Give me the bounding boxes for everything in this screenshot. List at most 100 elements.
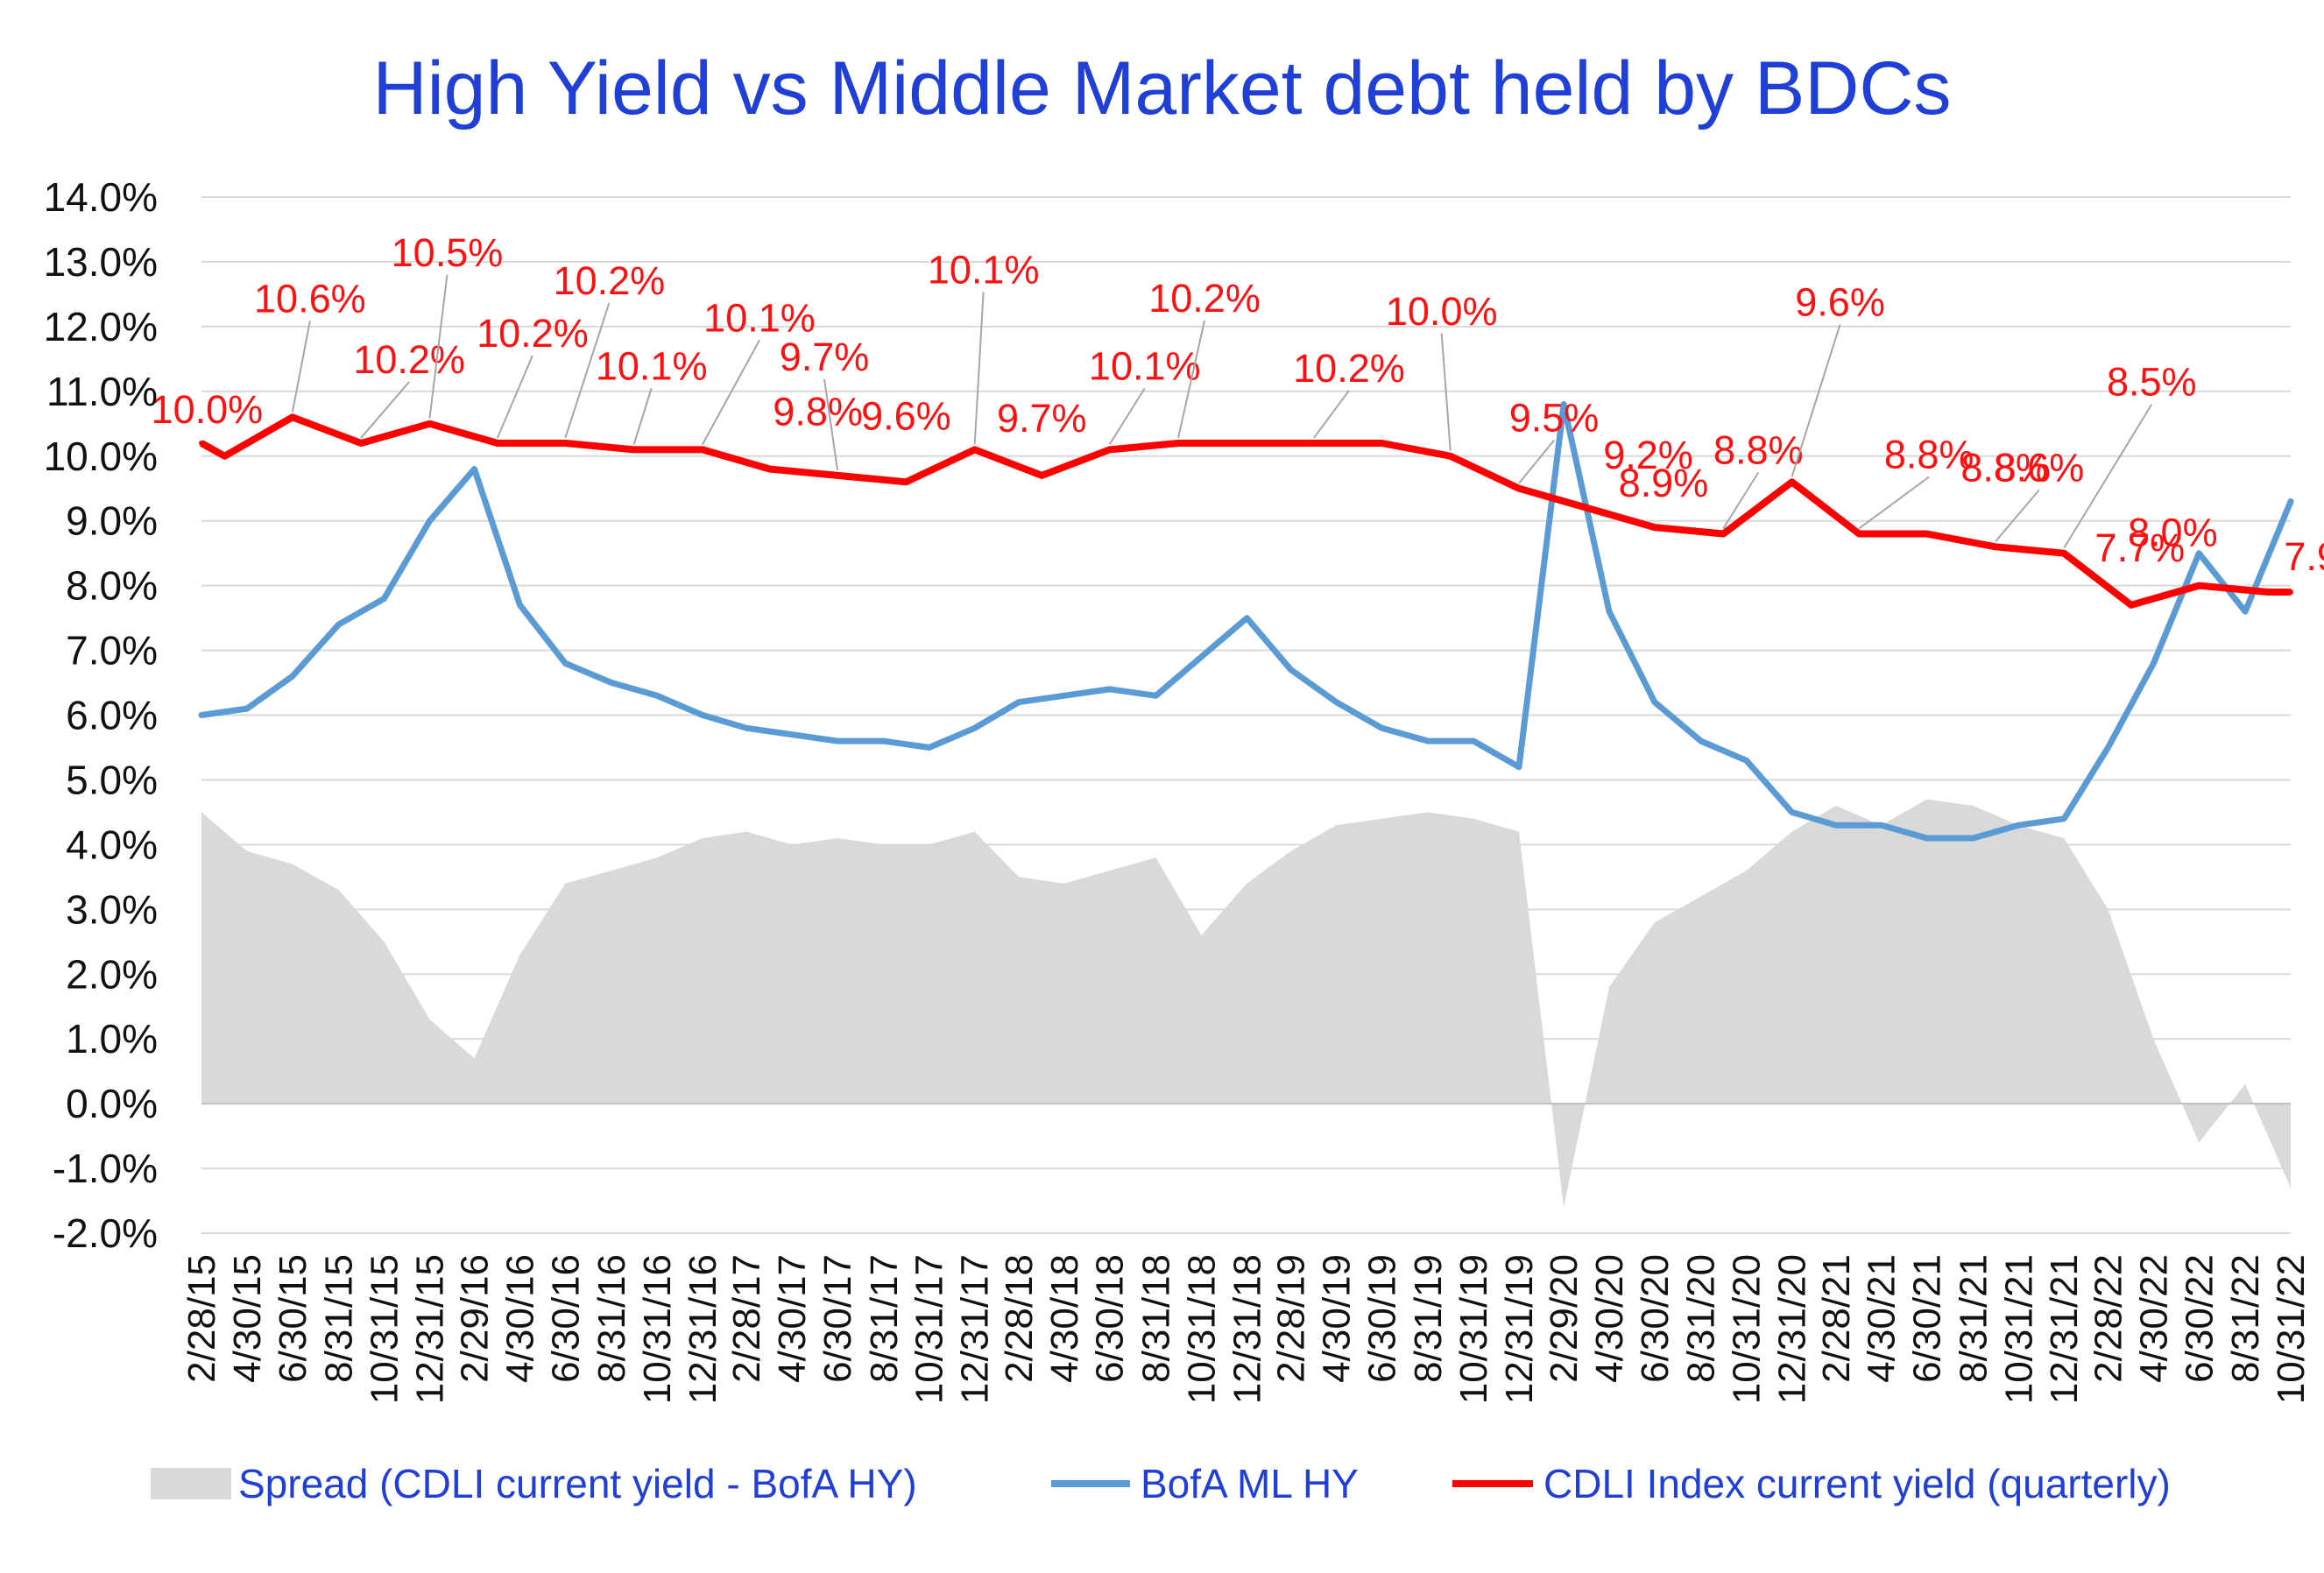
label-leader-line xyxy=(1108,387,1146,445)
bofa-hy-point xyxy=(1833,822,1839,829)
legend-label-spread: Spread (CDLI current yield - BofA HY) xyxy=(238,1461,917,1506)
data-label: 8.0% xyxy=(2128,511,2218,555)
cdli-point xyxy=(199,440,204,446)
x-tick-label: 10/31/19 xyxy=(1452,1254,1495,1404)
spread-point xyxy=(1835,805,1837,807)
label-leader-line xyxy=(1440,333,1452,451)
spread-point xyxy=(2152,1038,2154,1040)
spread-point xyxy=(474,1057,476,1059)
data-label: 8.8% xyxy=(1884,432,1974,476)
data-label: 10.1% xyxy=(1089,343,1201,388)
bofa-hy-point xyxy=(562,660,569,667)
data-label: 10.1% xyxy=(596,343,708,388)
cdli-point xyxy=(2288,589,2293,596)
data-label: 10.0% xyxy=(152,387,264,432)
label-leader-line xyxy=(1791,324,1841,477)
spread-point xyxy=(702,837,703,839)
x-tick-label: 6/30/20 xyxy=(1634,1254,1677,1383)
label-leader-line xyxy=(1858,476,1930,530)
bofa-hy-point xyxy=(971,725,978,731)
x-tick-label: 10/31/15 xyxy=(364,1254,406,1404)
cdli-point xyxy=(2196,582,2202,589)
x-tick-label: 6/30/22 xyxy=(2178,1254,2221,1383)
data-label: 8.5% xyxy=(2107,360,2197,405)
bofa-hy-point xyxy=(381,596,387,602)
cdli-point xyxy=(2061,550,2067,556)
bofa-hy-point xyxy=(2288,498,2293,504)
label-leader-line xyxy=(1518,440,1555,484)
data-label: 10.2% xyxy=(1148,276,1261,321)
bofa-hy-point xyxy=(1425,738,1431,744)
bofa-hy-point xyxy=(427,518,433,524)
label-leader-line xyxy=(702,339,760,445)
cdli-point xyxy=(1379,440,1385,446)
label-leader-line xyxy=(632,388,653,445)
x-tick-label: 8/31/16 xyxy=(590,1254,633,1383)
y-tick-label: 1.0% xyxy=(66,1016,158,1062)
spread-point xyxy=(1109,870,1111,871)
bofa-hy-point xyxy=(1924,835,1930,841)
spread-point xyxy=(1746,870,1748,871)
bofa-hy-point xyxy=(1333,699,1339,705)
legend-label-hy: BofA ML HY xyxy=(1141,1461,1359,1506)
y-tick-label: 12.0% xyxy=(44,304,158,349)
spread-point xyxy=(1700,896,1702,898)
y-tick-label: 6.0% xyxy=(66,693,158,738)
x-tick-label: 12/31/21 xyxy=(2043,1254,2086,1404)
cdli-point xyxy=(1039,472,1045,478)
spread-point xyxy=(1926,799,1928,801)
data-labels: 10.0%10.6%10.2%10.5%10.2%10.2%10.1%10.1%… xyxy=(152,230,2324,579)
spread-point xyxy=(1381,818,1382,820)
x-tick-label: 2/28/21 xyxy=(1815,1254,1858,1383)
label-leader-line xyxy=(1177,320,1206,439)
data-label: 8.6% xyxy=(1995,445,2085,490)
x-tick-label: 2/29/16 xyxy=(454,1254,497,1383)
legend: Spread (CDLI current yield - BofA HY) Bof… xyxy=(151,1461,2171,1506)
data-label: 10.1% xyxy=(703,295,816,340)
spread-point xyxy=(2244,1083,2246,1085)
cdli-point xyxy=(1584,504,1590,511)
x-tick-label: 4/30/20 xyxy=(1588,1254,1631,1383)
x-tick-label: 8/31/15 xyxy=(318,1254,361,1383)
spread-point xyxy=(564,883,566,885)
cdli-point xyxy=(1992,544,1998,550)
cdli-point xyxy=(1244,440,1250,446)
spread-point xyxy=(2107,908,2109,910)
bofa-hy-point xyxy=(2105,744,2111,751)
y-axis-ticks: 14.0% 13.0% 12.0% 11.0% 10.0% 9.0% 8.0% 7.0% 6.0… xyxy=(44,174,158,1256)
x-tick-label: 12/31/17 xyxy=(954,1254,997,1404)
cdli-point xyxy=(631,447,637,453)
cdli-point xyxy=(2264,589,2271,596)
bofa-hy-point xyxy=(1288,667,1294,673)
data-label: 8.8% xyxy=(1960,445,2051,490)
spread-point xyxy=(246,850,248,852)
cdli-point xyxy=(1516,485,1522,491)
x-tick-label: 6/30/18 xyxy=(1089,1254,1132,1383)
bofa-hy-point xyxy=(2061,815,2067,822)
x-tick-label: 8/31/17 xyxy=(863,1254,906,1383)
label-leader-line xyxy=(496,355,533,439)
y-tick-label: 5.0% xyxy=(66,757,158,802)
x-tick-label: 6/30/19 xyxy=(1360,1254,1403,1383)
bofa-hy-point xyxy=(1471,738,1477,744)
cdli-point xyxy=(1651,525,1657,531)
spread-point xyxy=(1654,921,1656,923)
bofa-hy-point xyxy=(1970,835,1976,841)
y-tick-label: 14.0% xyxy=(44,174,158,220)
x-tick-label: 10/31/22 xyxy=(2270,1254,2313,1404)
cdli-point xyxy=(835,472,841,478)
x-tick-label: 12/31/20 xyxy=(1771,1254,1814,1404)
label-leader-line xyxy=(360,381,410,439)
bofa-hy-point xyxy=(609,680,615,686)
bofa-hy-point xyxy=(1651,699,1657,705)
x-tick-label: 6/30/16 xyxy=(544,1254,587,1383)
bofa-hy-point xyxy=(471,466,477,472)
label-leader-line xyxy=(564,302,611,439)
cdli-point xyxy=(222,453,228,459)
x-tick-label: 8/31/19 xyxy=(1407,1254,1450,1383)
bofa-hy-point xyxy=(699,712,705,718)
x-tick-label: 8/31/22 xyxy=(2224,1254,2267,1383)
label-leader-line xyxy=(1313,390,1350,439)
x-tick-label: 10/31/20 xyxy=(1726,1254,1769,1404)
